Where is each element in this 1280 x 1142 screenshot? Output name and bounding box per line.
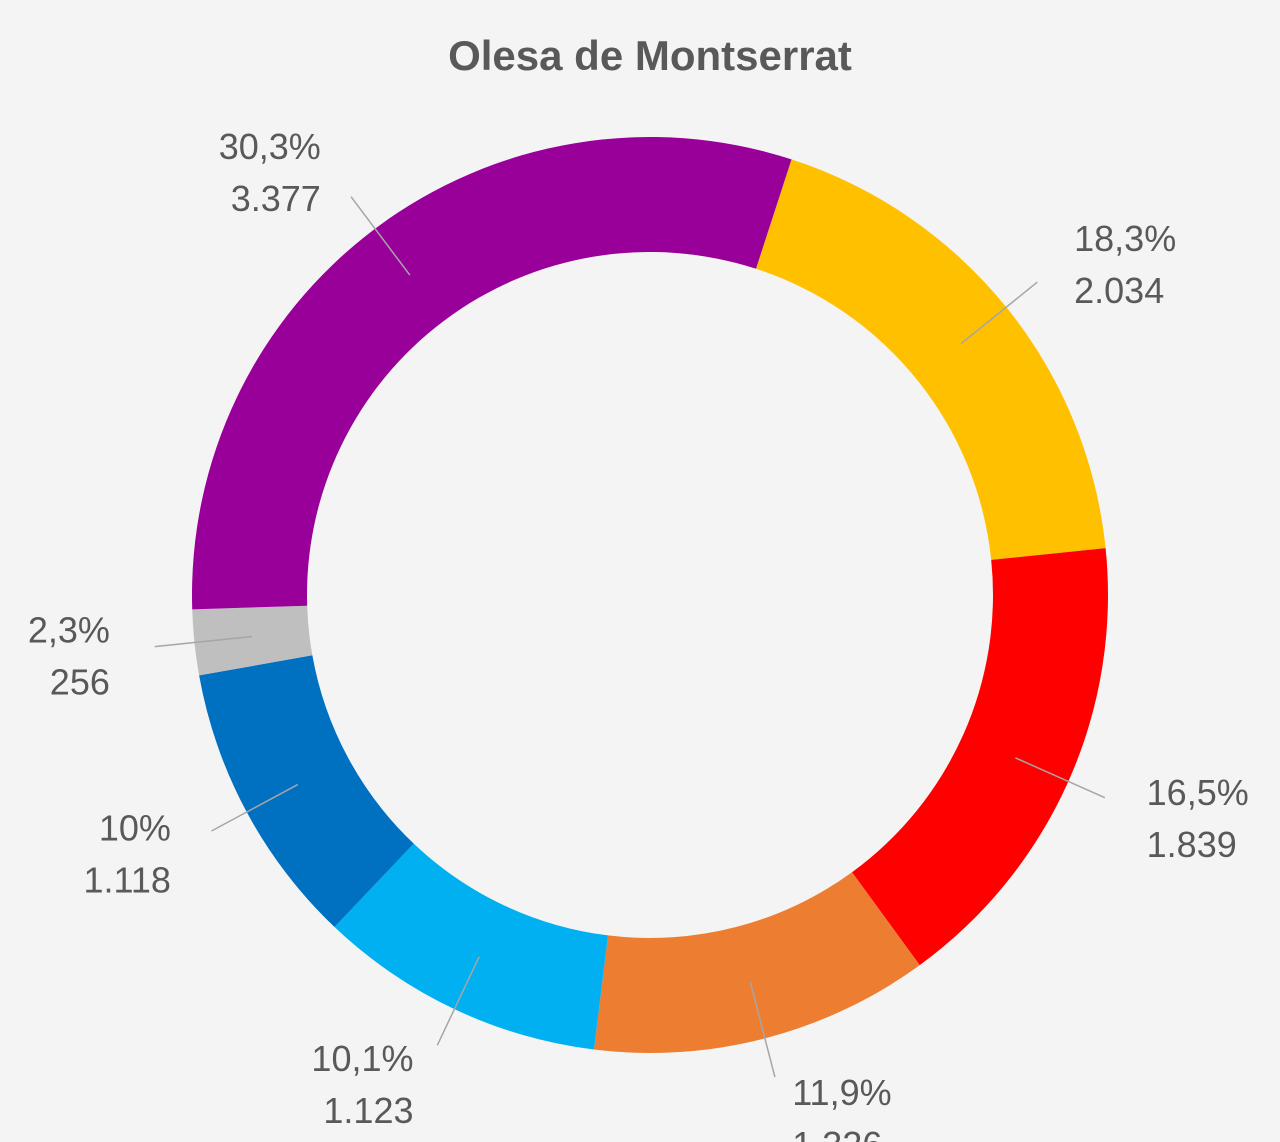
leader-lines-layer <box>154 196 1106 1078</box>
slice-percent-label-3: 10,1% <box>311 1038 413 1079</box>
slice-value-label-5: 256 <box>50 661 110 702</box>
slice-value-label-1: 1.839 <box>1147 824 1237 865</box>
leader-line-3 <box>436 956 480 1046</box>
leader-line-4 <box>211 783 299 832</box>
slice-percent-label-6: 30,3% <box>219 126 321 167</box>
slice-percent-label-1: 16,5% <box>1147 772 1249 813</box>
slice-percent-label-0: 18,3% <box>1074 218 1176 259</box>
leader-line-5 <box>154 635 253 648</box>
donut-slice-6 <box>191 136 792 610</box>
donut-slice-4 <box>199 655 414 928</box>
slice-percent-label-5: 2,3% <box>28 609 110 650</box>
donut-slice-3 <box>334 843 609 1050</box>
slice-value-label-4: 1.118 <box>83 860 170 901</box>
data-labels-layer: 18,3% 2.034 16,5% 1.839 11,9% 1.326 10,1% 1.123… <box>28 126 1249 1142</box>
leader-line-0 <box>960 281 1038 345</box>
slice-percent-label-4: 10% <box>99 808 171 849</box>
leader-line-2 <box>749 982 776 1078</box>
donut-slice-0 <box>755 159 1106 560</box>
slice-value-label-6: 3.377 <box>231 178 321 219</box>
leader-line-1 <box>1015 757 1106 799</box>
donut-slice-5 <box>192 605 313 676</box>
chart-title: Olesa de Montserrat <box>448 32 852 79</box>
slice-percent-label-2: 11,9% <box>792 1072 891 1113</box>
slice-value-label-0: 2.034 <box>1074 270 1164 311</box>
leader-line-6 <box>350 196 411 276</box>
slices-layer <box>191 136 1108 1054</box>
slice-value-label-2: 1.326 <box>792 1124 882 1142</box>
donut-slice-1 <box>852 548 1108 966</box>
donut-slice-2 <box>593 872 920 1054</box>
slice-value-label-3: 1.123 <box>323 1090 413 1131</box>
